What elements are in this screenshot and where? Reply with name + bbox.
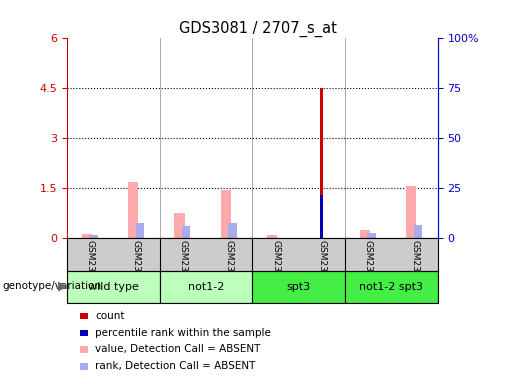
Text: GSM239654: GSM239654 [85,240,95,295]
Bar [228,223,236,238]
Bar [182,227,190,238]
Text: GSM239658: GSM239658 [271,240,280,295]
Bar [360,230,370,238]
Bar [221,190,231,238]
Text: rank, Detection Call = ABSENT: rank, Detection Call = ABSENT [95,361,255,371]
Bar [406,187,417,238]
Text: GDS3081 / 2707_s_at: GDS3081 / 2707_s_at [179,21,336,37]
Bar [367,233,375,238]
Text: genotype/variation: genotype/variation [3,281,101,291]
Text: value, Detection Call = ABSENT: value, Detection Call = ABSENT [95,344,261,354]
Bar [320,88,323,238]
Bar [345,271,438,303]
Bar [175,213,185,238]
Text: GSM239659: GSM239659 [317,240,327,295]
Text: GSM239656: GSM239656 [178,240,187,295]
Text: ▶: ▶ [58,280,67,293]
Text: GSM239660: GSM239660 [364,240,373,295]
Text: GSM239655: GSM239655 [132,240,141,295]
Bar [267,235,278,238]
Text: percentile rank within the sample: percentile rank within the sample [95,328,271,338]
Text: not1-2: not1-2 [188,282,224,292]
Bar [135,223,144,238]
Bar [414,225,422,238]
Text: GSM239661: GSM239661 [410,240,419,295]
Bar [89,235,97,238]
Bar [128,182,139,238]
Text: wild type: wild type [88,282,139,292]
Bar [320,195,323,238]
Text: not1-2 spt3: not1-2 spt3 [359,282,423,292]
Text: count: count [95,311,125,321]
Bar [82,234,92,238]
Bar [67,271,160,303]
Text: GSM239657: GSM239657 [225,240,234,295]
Bar [252,271,345,303]
Bar [160,271,252,303]
Text: spt3: spt3 [287,282,311,292]
